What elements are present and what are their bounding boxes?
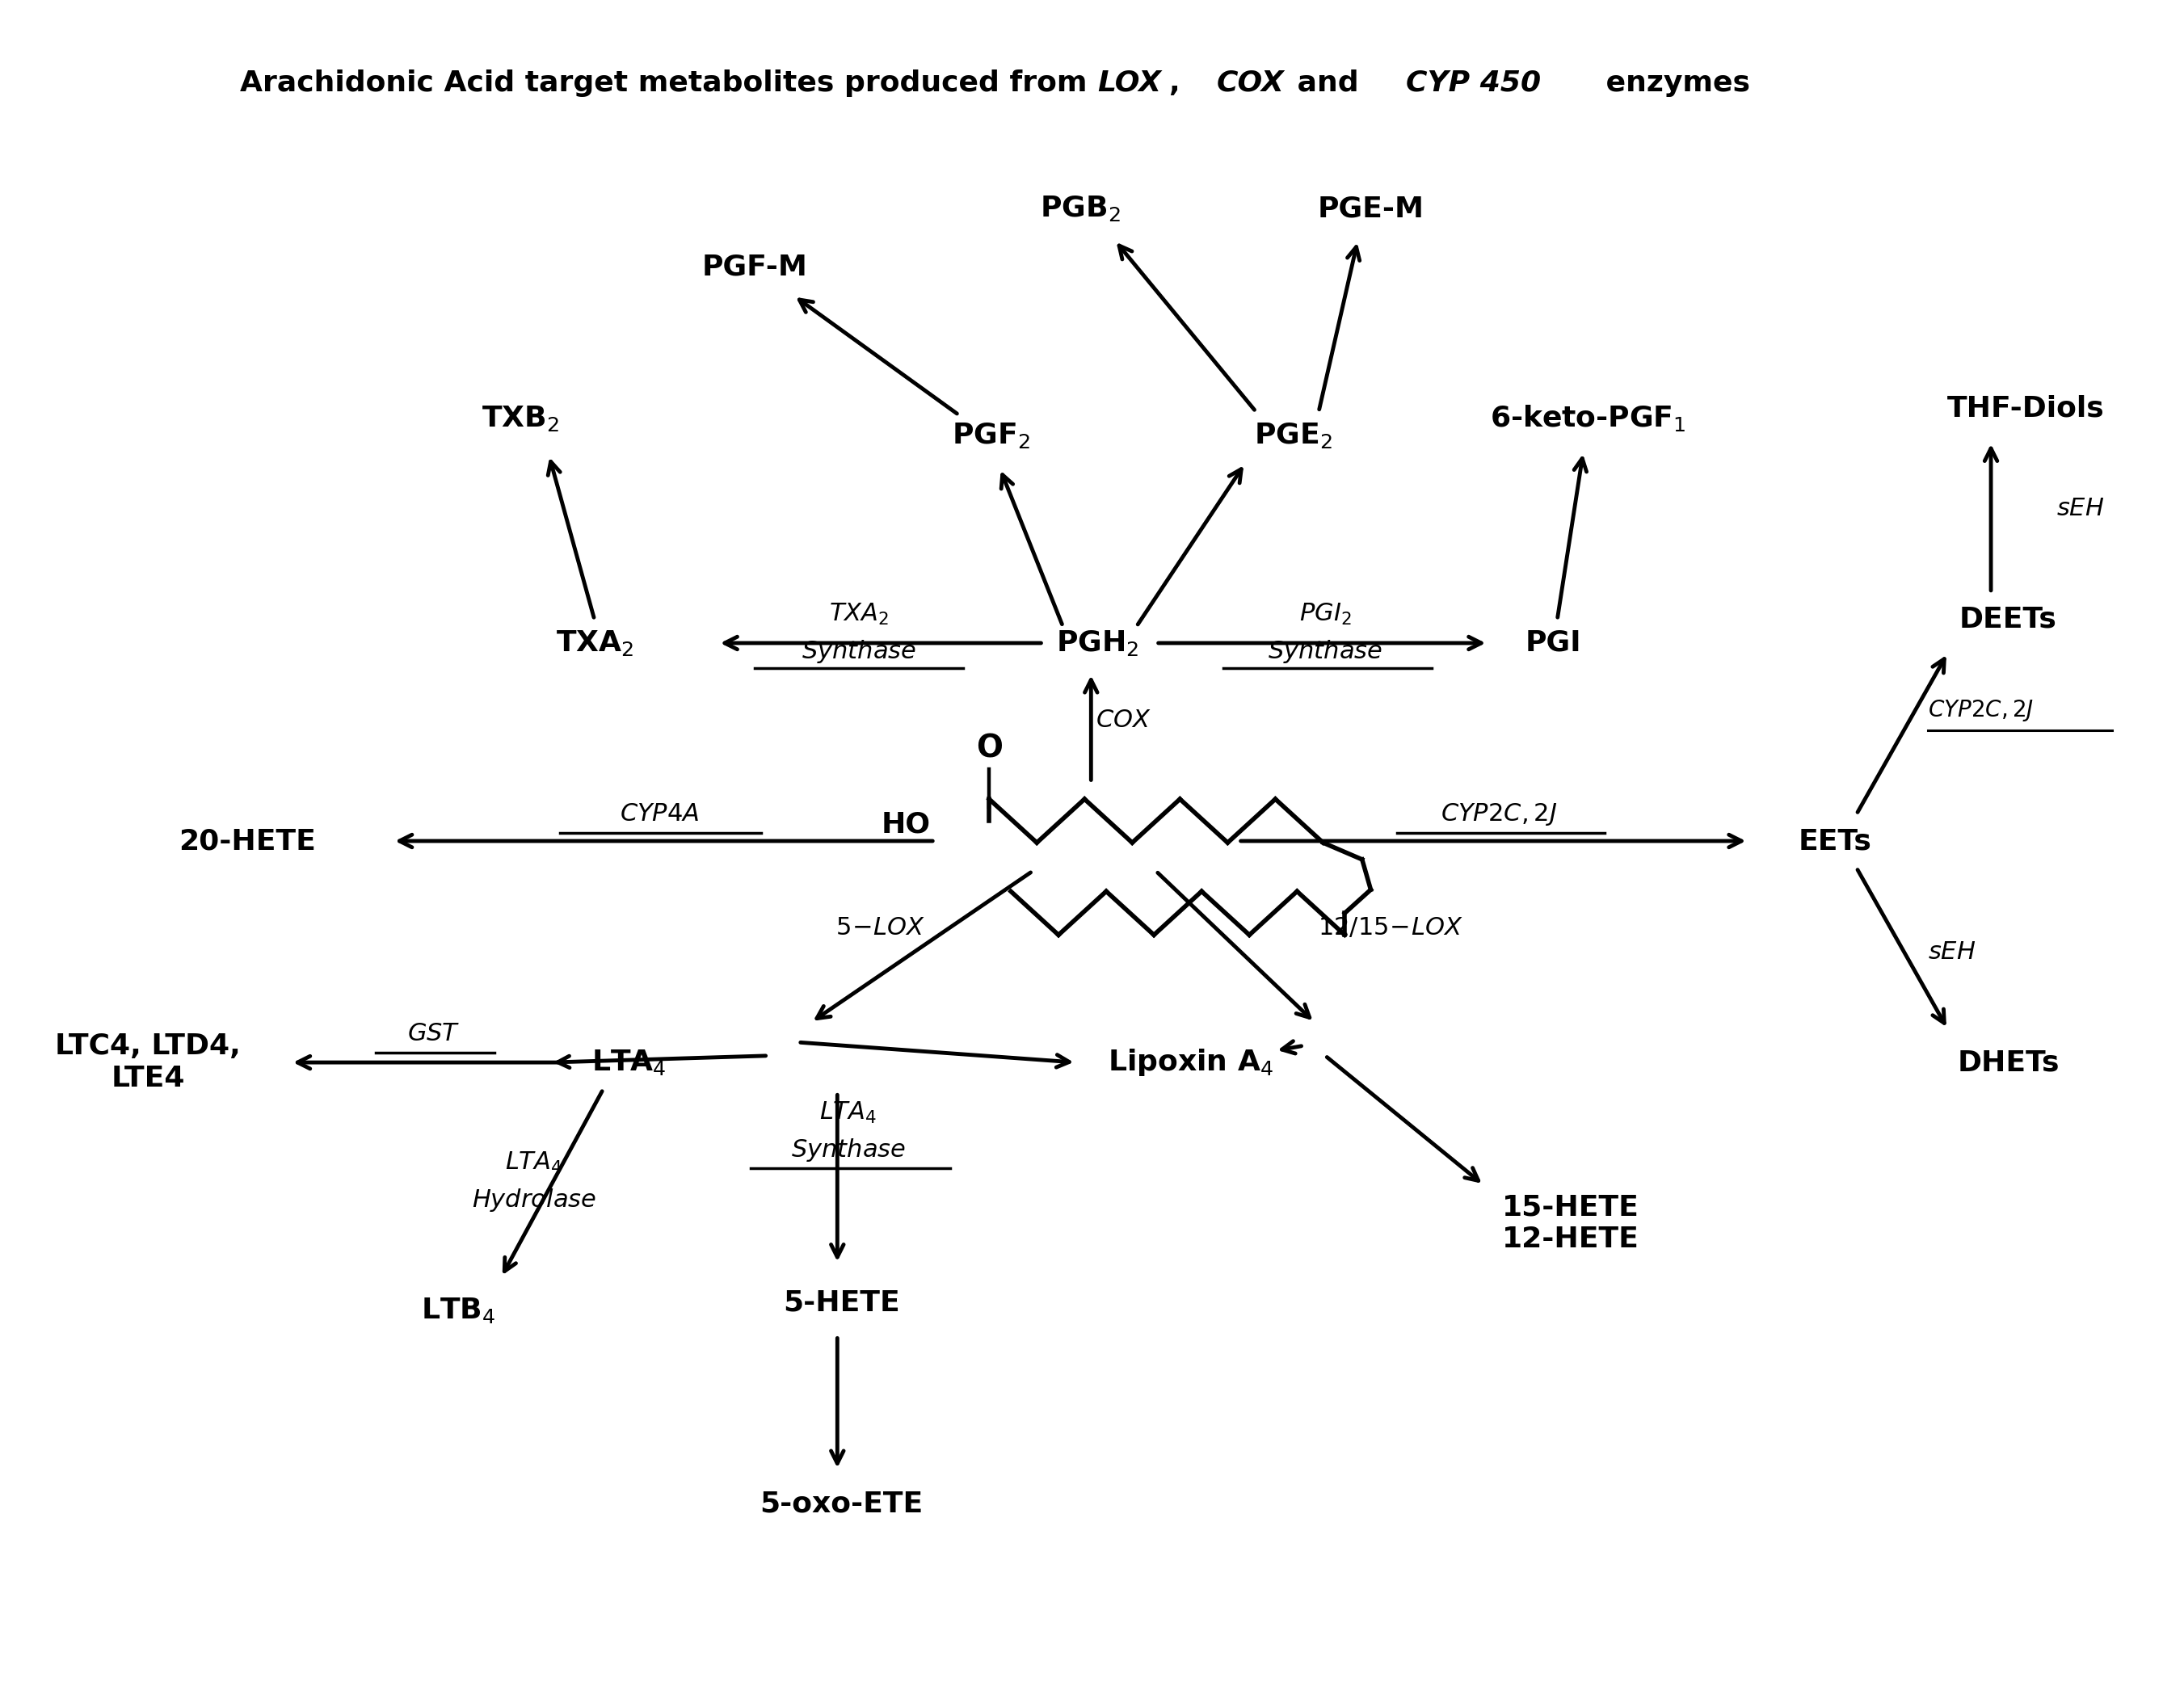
Text: HO: HO xyxy=(880,811,930,838)
Text: THF-Diols: THF-Diols xyxy=(1946,395,2105,422)
Text: EETs: EETs xyxy=(1797,828,1872,854)
Text: 6-keto-PGF$_1$: 6-keto-PGF$_1$ xyxy=(1489,404,1686,434)
Text: and: and xyxy=(1289,69,1369,98)
Text: $\it{GST}$: $\it{GST}$ xyxy=(408,1023,461,1046)
Text: $\it{Hydrolase}$: $\it{Hydrolase}$ xyxy=(472,1187,596,1213)
Text: $\it{Synthase}$: $\it{Synthase}$ xyxy=(1269,637,1382,664)
Text: DHETs: DHETs xyxy=(1957,1048,2060,1076)
Text: PGB$_2$: PGB$_2$ xyxy=(1040,193,1120,224)
Text: $\it{TXA_2}$: $\it{TXA_2}$ xyxy=(830,602,889,627)
Text: $\it{Synthase}$: $\it{Synthase}$ xyxy=(802,637,917,664)
Text: $\it{CYP2C,2J}$: $\it{CYP2C,2J}$ xyxy=(1441,801,1557,828)
Text: 5-oxo-ETE: 5-oxo-ETE xyxy=(760,1490,924,1517)
Text: TXB$_2$: TXB$_2$ xyxy=(483,404,559,432)
Text: $\it{5\!-\!LOX}$: $\it{5\!-\!LOX}$ xyxy=(836,917,926,940)
Text: $\it{Synthase}$: $\it{Synthase}$ xyxy=(791,1137,906,1162)
Text: PGE$_2$: PGE$_2$ xyxy=(1254,420,1332,449)
Text: 15-HETE
12-HETE: 15-HETE 12-HETE xyxy=(1503,1194,1638,1253)
Text: LTA$_4$: LTA$_4$ xyxy=(592,1048,666,1076)
Text: LTB$_4$: LTB$_4$ xyxy=(422,1297,496,1325)
Text: PGI: PGI xyxy=(1524,629,1581,656)
Text: enzymes: enzymes xyxy=(1597,69,1752,98)
Text: $\it{LTA_4}$: $\it{LTA_4}$ xyxy=(819,1100,876,1125)
Text: Arachidonic Acid target metabolites produced from: Arachidonic Acid target metabolites prod… xyxy=(240,69,1099,98)
Text: 20-HETE: 20-HETE xyxy=(179,828,317,854)
Text: LTC4, LTD4,
LTE4: LTC4, LTD4, LTE4 xyxy=(55,1033,240,1092)
Text: TXA$_2$: TXA$_2$ xyxy=(555,629,633,658)
Text: $\it{sEH}$: $\it{sEH}$ xyxy=(2055,498,2103,520)
Text: $\it{CYP4A}$: $\it{CYP4A}$ xyxy=(620,802,699,826)
Text: $\it{CYP2C,2J}$: $\it{CYP2C,2J}$ xyxy=(1928,698,2033,723)
Text: PGH$_2$: PGH$_2$ xyxy=(1057,629,1138,658)
Text: COX: COX xyxy=(1216,69,1284,98)
Text: 5-HETE: 5-HETE xyxy=(784,1288,900,1315)
Text: $\it{PGI_2}$: $\it{PGI_2}$ xyxy=(1299,602,1352,627)
Text: PGE-M: PGE-M xyxy=(1317,195,1424,222)
Text: $\it{sEH}$: $\it{sEH}$ xyxy=(1928,940,1977,964)
Text: $\it{12/15\!-\!LOX}$: $\it{12/15\!-\!LOX}$ xyxy=(1317,917,1463,940)
Text: PGF-M: PGF-M xyxy=(701,254,808,281)
Text: ,: , xyxy=(1168,69,1190,98)
Text: CYP 450: CYP 450 xyxy=(1406,69,1542,98)
Text: $\it{LTA_4}$: $\it{LTA_4}$ xyxy=(505,1150,563,1176)
Text: Lipoxin A$_4$: Lipoxin A$_4$ xyxy=(1107,1048,1273,1078)
Text: PGF$_2$: PGF$_2$ xyxy=(952,420,1031,449)
Text: O: O xyxy=(976,733,1002,764)
Text: $\it{COX}$: $\it{COX}$ xyxy=(1096,708,1151,732)
Text: LOX: LOX xyxy=(1099,69,1162,98)
Text: DEETs: DEETs xyxy=(1959,606,2057,634)
